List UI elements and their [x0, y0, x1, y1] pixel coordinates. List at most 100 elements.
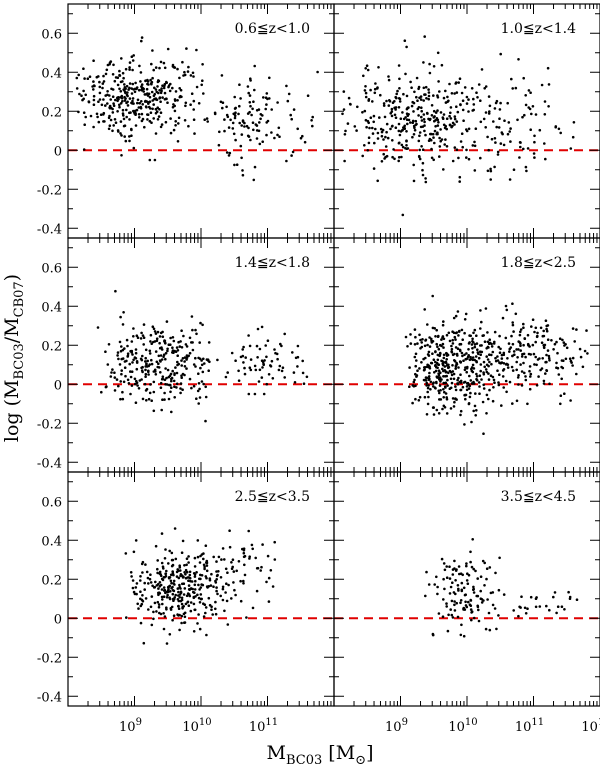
data-point [148, 363, 151, 366]
data-point [258, 347, 262, 351]
data-point [437, 372, 440, 375]
data-point [179, 382, 183, 385]
data-point [133, 592, 137, 596]
data-point [191, 587, 194, 591]
data-point [560, 377, 563, 381]
data-point [161, 578, 165, 582]
data-point [534, 355, 537, 359]
data-point [171, 86, 174, 90]
data-point [181, 60, 184, 64]
data-point [146, 576, 150, 580]
data-point [188, 573, 192, 577]
data-point [571, 327, 575, 330]
data-point [118, 103, 121, 107]
data-point [394, 126, 398, 129]
data-point [380, 160, 384, 163]
data-point [447, 365, 451, 369]
data-point [144, 356, 147, 360]
data-point [252, 178, 256, 182]
data-point [128, 362, 131, 366]
data-point [101, 82, 105, 85]
data-point [343, 159, 346, 163]
data-point [171, 572, 175, 575]
data-point [267, 576, 271, 580]
data-point [460, 132, 464, 135]
data-point [188, 377, 192, 381]
data-point [497, 126, 501, 129]
panel-redshift-label: 1.4≦z<1.8 [235, 255, 310, 271]
data-point [256, 327, 260, 331]
data-point [445, 576, 449, 579]
data-point [463, 423, 466, 426]
data-point [496, 150, 500, 154]
data-point [111, 73, 115, 76]
data-point [474, 569, 477, 573]
data-point [178, 583, 181, 587]
data-point [276, 133, 279, 137]
data-point [469, 560, 472, 564]
data-point [387, 75, 390, 78]
data-point [82, 148, 86, 151]
data-point [460, 91, 464, 95]
data-point [239, 144, 243, 148]
data-point [165, 569, 168, 573]
data-point [159, 111, 163, 114]
data-point [372, 114, 376, 118]
data-point [203, 362, 206, 365]
data-point [158, 359, 162, 362]
data-point [140, 378, 143, 381]
data-point [164, 548, 167, 551]
data-point [196, 389, 200, 393]
data-point [524, 378, 528, 382]
data-point [181, 607, 184, 610]
data-point [273, 348, 276, 351]
data-point [150, 362, 154, 366]
data-point [212, 555, 215, 559]
data-point [148, 95, 152, 99]
data-point [458, 348, 462, 352]
data-point [555, 611, 558, 615]
data-point [526, 333, 530, 337]
data-point [423, 120, 426, 124]
data-point [558, 337, 562, 341]
data-point [159, 100, 162, 103]
data-point [436, 366, 439, 370]
data-point [157, 362, 160, 366]
data-point [515, 368, 518, 372]
data-point [475, 91, 478, 94]
data-point [251, 107, 254, 111]
data-point [442, 346, 445, 349]
data-point [166, 383, 169, 386]
data-point [442, 404, 446, 408]
data-point [426, 363, 429, 367]
data-point [237, 379, 241, 383]
data-point [468, 374, 471, 378]
data-point [442, 381, 446, 385]
data-point [276, 101, 279, 104]
data-point [169, 383, 172, 387]
data-point [86, 77, 90, 80]
data-point [542, 382, 546, 385]
data-point [465, 385, 469, 388]
data-point [468, 384, 472, 388]
data-point [450, 613, 454, 617]
data-point [134, 109, 137, 113]
data-point [441, 323, 445, 327]
data-point [461, 338, 465, 342]
data-point [488, 110, 491, 113]
data-point [126, 104, 130, 107]
panel-redshift-label: 1.8≦z<2.5 [501, 255, 576, 271]
data-point [145, 570, 149, 574]
data-point [242, 555, 246, 559]
data-point [95, 75, 99, 79]
data-point [472, 341, 475, 344]
data-point [199, 597, 203, 601]
data-point [139, 575, 142, 578]
data-point [204, 544, 208, 547]
data-point [451, 353, 455, 357]
data-point [161, 335, 165, 339]
data-point [177, 340, 180, 344]
data-point [248, 555, 251, 558]
data-point [160, 358, 164, 361]
data-point [520, 355, 524, 358]
